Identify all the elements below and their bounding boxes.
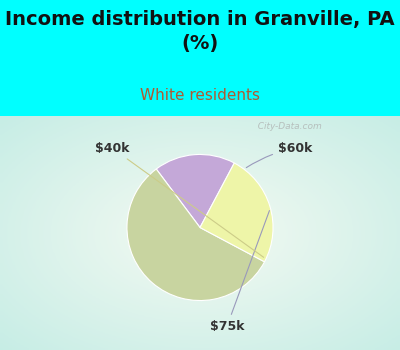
Text: Income distribution in Granville, PA
(%): Income distribution in Granville, PA (%): [5, 10, 395, 53]
Text: $60k: $60k: [246, 141, 312, 168]
Text: $40k: $40k: [95, 141, 264, 257]
Wedge shape: [200, 163, 273, 262]
Text: $75k: $75k: [210, 211, 270, 333]
Text: City-Data.com: City-Data.com: [252, 122, 322, 131]
Wedge shape: [156, 154, 234, 228]
Wedge shape: [127, 169, 264, 301]
Text: White residents: White residents: [140, 88, 260, 103]
